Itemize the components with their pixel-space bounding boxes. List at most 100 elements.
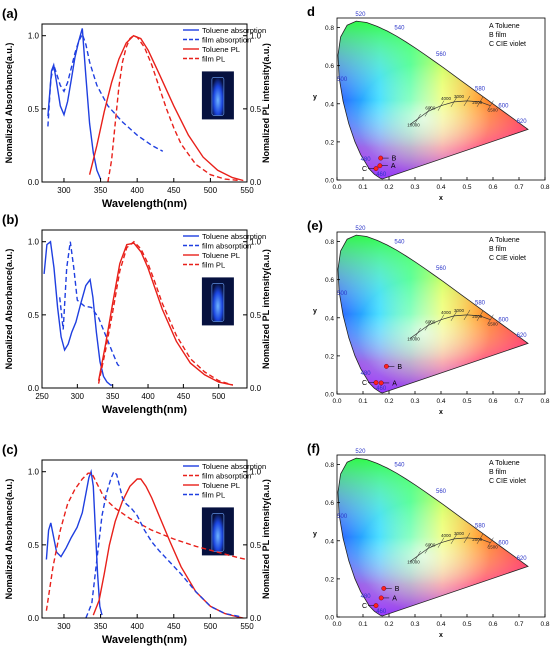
wavelength-label: 520 (355, 449, 366, 455)
cie-panel-d: d 10000 6000 4000 3000 2000 1500 460 480 500 520 54… (307, 4, 550, 202)
x-axis-label: Wavelength(nm) (102, 198, 187, 210)
plot-frame (41, 459, 248, 619)
y-tick-label-left: 0.5 (28, 311, 40, 320)
panel-label: (a) (2, 6, 18, 21)
vial-photo (201, 277, 234, 326)
x-tick-label: 300 (57, 622, 71, 631)
point-label: B (395, 586, 400, 593)
x-tick-label: 0.7 (514, 621, 523, 628)
vial-glow (211, 77, 225, 116)
spectral-locus (337, 20, 529, 180)
panel-label: (c) (2, 442, 18, 457)
cie-point-b (383, 363, 389, 369)
x-tick-label: 0.4 (436, 398, 445, 405)
series-line-1 (43, 240, 113, 386)
legend-label: Toluene PL (202, 45, 240, 54)
x-tick-label: 0.8 (540, 184, 549, 191)
x-tick-label: 0.8 (540, 398, 549, 405)
y-axis-label-left: Nomalized Absorbance(a.u.) (4, 43, 14, 164)
isotherm-line (437, 537, 445, 548)
point-label: C (362, 166, 367, 173)
point-label: A (391, 163, 396, 170)
x-tick-label: 350 (106, 392, 120, 401)
series-line-2 (47, 32, 164, 152)
cie-legend-line: A Toluene (489, 460, 520, 467)
series-line-1 (45, 468, 103, 616)
cct-label: 4000 (441, 533, 452, 538)
x-tick-label: 350 (94, 622, 108, 631)
x-tick-label: 0.3 (410, 184, 419, 191)
isotherm-line (487, 314, 494, 325)
vial-photo (201, 507, 234, 556)
cct-label: 1500 (488, 321, 499, 326)
y-tick-label-left: 1.0 (28, 32, 40, 41)
x-tick-label: 450 (167, 186, 181, 195)
series-line-4 (85, 470, 240, 619)
y-axis-label: y (313, 308, 317, 315)
x-tick-label: 400 (130, 622, 144, 631)
wavelength-label: 500 (337, 291, 348, 297)
isotherm-line (437, 100, 445, 111)
x-tick-label: 0.1 (358, 621, 367, 628)
vial-glow (211, 513, 225, 552)
series-line-3 (92, 478, 244, 619)
isotherm-line (450, 310, 458, 321)
legend-label: film PL (202, 261, 225, 270)
wavelength-label: 520 (355, 12, 366, 18)
wavelength-label: 600 (498, 318, 509, 324)
cct-label: 4000 (441, 96, 452, 101)
point-label: B (392, 156, 397, 163)
panel-label: (e) (307, 218, 323, 233)
y-tick-label: 0.6 (325, 63, 334, 70)
y-axis-label-right: Nomalized PL intensity(a.u.) (261, 43, 271, 163)
y-tick-label: 0.2 (325, 353, 334, 360)
cct-label: 2000 (472, 537, 483, 542)
wavelength-label: 600 (498, 104, 509, 110)
x-tick-label: 0.5 (462, 398, 471, 405)
y-axis-label-left: Nomalized Absorbance(a.u.) (4, 249, 14, 370)
y-tick-label: 0.4 (325, 101, 334, 108)
isotherm-line (424, 543, 432, 554)
cct-label: 10000 (407, 123, 420, 128)
cie-panel-f: (f) 10000 6000 4000 3000 2000 1500 460 480 500 520… (307, 441, 550, 639)
wavelength-label: 500 (337, 514, 348, 520)
y-tick-label: 0.0 (325, 178, 334, 185)
y-tick-label-left: 0.0 (28, 614, 40, 623)
x-axis-label: Wavelength(nm) (102, 634, 187, 646)
y-tick-label-left: 0.0 (28, 178, 40, 187)
series-line-3 (88, 34, 244, 182)
legend-label: film PL (202, 491, 225, 500)
x-tick-label: 0.1 (358, 184, 367, 191)
series-line-1 (47, 28, 102, 180)
wavelength-label: 620 (517, 119, 528, 125)
x-tick-label: 350 (94, 186, 108, 195)
wavelength-label: 580 (475, 523, 486, 529)
y-axis-label: y (313, 94, 317, 101)
cct-label: 1500 (488, 544, 499, 549)
x-tick-label: 0.5 (462, 621, 471, 628)
cct-label: 4000 (441, 310, 452, 315)
y-axis-label: y (313, 531, 317, 538)
cie-panel-e: (e) 10000 6000 4000 3000 2000 1500 460 480 500 520… (307, 218, 550, 416)
x-tick-label: 0.2 (384, 621, 393, 628)
x-tick-label: 450 (177, 392, 191, 401)
x-tick-label: 0.2 (384, 398, 393, 405)
legend-label: film absorption (202, 242, 251, 251)
y-tick-label-right: 0.0 (250, 614, 262, 623)
y-tick-label: 0.8 (325, 239, 334, 246)
x-tick-label: 0.2 (384, 184, 393, 191)
plot-frame (41, 229, 248, 389)
point-label: C (362, 603, 367, 610)
point-label: C (362, 380, 367, 387)
y-tick-label-right: 0.5 (250, 541, 262, 550)
cie-point-c (373, 166, 379, 171)
wavelength-label: 540 (394, 462, 405, 468)
wavelength-label: 580 (475, 300, 486, 306)
y-tick-label-left: 1.0 (28, 468, 40, 477)
x-tick-label: 250 (35, 392, 49, 401)
x-tick-label: 0.6 (488, 184, 497, 191)
isotherm-line (463, 532, 471, 544)
